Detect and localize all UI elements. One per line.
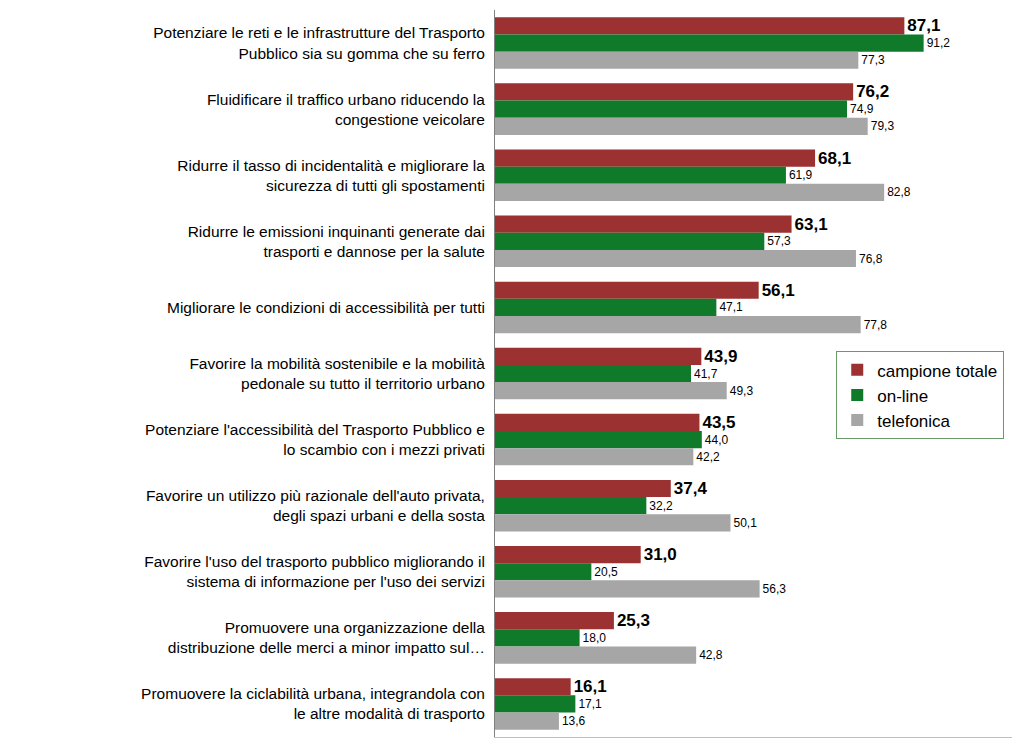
svg-text:61,9: 61,9 [789, 168, 813, 182]
svg-text:on-line: on-line [877, 387, 928, 406]
svg-text:Favorire la mobilità sostenibi: Favorire la mobilità sostenibile e la mo… [189, 355, 485, 392]
svg-text:Ridurre le emissioni inquinant: Ridurre le emissioni inquinanti generate… [188, 223, 485, 260]
svg-text:42,8: 42,8 [699, 648, 723, 662]
svg-text:74,9: 74,9 [850, 102, 874, 116]
svg-text:25,3: 25,3 [617, 611, 650, 630]
svg-text:Promuovere una organizzazione: Promuovere una organizzazione delladistr… [168, 619, 485, 656]
svg-text:79,3: 79,3 [871, 119, 895, 133]
svg-text:76,2: 76,2 [856, 82, 889, 101]
svg-text:Fluidificare il traffico urban: Fluidificare il traffico urbano riducend… [207, 90, 485, 127]
svg-text:campione totale: campione totale [877, 361, 997, 380]
svg-text:Favorire l'uso del trasporto p: Favorire l'uso del trasporto pubblico mi… [144, 553, 485, 590]
svg-text:telefonica: telefonica [877, 412, 950, 431]
svg-text:13,6: 13,6 [562, 714, 586, 728]
svg-text:50,1: 50,1 [733, 516, 757, 530]
svg-text:Potenziare le reti e le infras: Potenziare le reti e le infrastrutture d… [153, 24, 485, 61]
svg-text:42,2: 42,2 [696, 450, 720, 464]
svg-text:68,1: 68,1 [818, 149, 851, 168]
svg-text:63,1: 63,1 [795, 215, 828, 234]
svg-text:31,0: 31,0 [644, 545, 677, 564]
svg-text:Ridurre il tasso di incidental: Ridurre il tasso di incidentalità e migl… [177, 157, 485, 194]
svg-text:77,8: 77,8 [864, 318, 888, 332]
svg-text:16,1: 16,1 [574, 677, 607, 696]
svg-text:Migliorare le condizioni di ac: Migliorare le condizioni di accessibilit… [167, 299, 485, 316]
svg-text:41,7: 41,7 [694, 367, 718, 381]
svg-text:56,3: 56,3 [763, 582, 787, 596]
svg-text:91,2: 91,2 [927, 36, 951, 50]
svg-text:Potenziare l'accessibilità del: Potenziare l'accessibilità del Trasporto… [145, 421, 485, 458]
svg-text:82,8: 82,8 [887, 185, 911, 199]
svg-text:76,8: 76,8 [859, 252, 883, 266]
svg-text:57,3: 57,3 [767, 234, 791, 248]
svg-text:18,0: 18,0 [583, 631, 607, 645]
svg-text:17,1: 17,1 [578, 697, 602, 711]
svg-text:Promuovere la ciclabilità urba: Promuovere la ciclabilità urbana, integr… [141, 685, 485, 722]
svg-text:20,5: 20,5 [594, 565, 618, 579]
svg-text:43,9: 43,9 [704, 347, 737, 366]
svg-text:44,0: 44,0 [705, 433, 729, 447]
svg-text:37,4: 37,4 [674, 479, 708, 498]
svg-text:Favorire un utilizzo più razio: Favorire un utilizzo più razionale dell'… [146, 487, 485, 524]
svg-text:32,2: 32,2 [649, 499, 673, 513]
svg-text:49,3: 49,3 [730, 384, 754, 398]
svg-text:56,1: 56,1 [762, 281, 795, 300]
svg-text:77,3: 77,3 [861, 53, 885, 67]
svg-text:87,1: 87,1 [907, 16, 940, 35]
svg-text:43,5: 43,5 [702, 413, 735, 432]
svg-text:47,1: 47,1 [719, 300, 743, 314]
